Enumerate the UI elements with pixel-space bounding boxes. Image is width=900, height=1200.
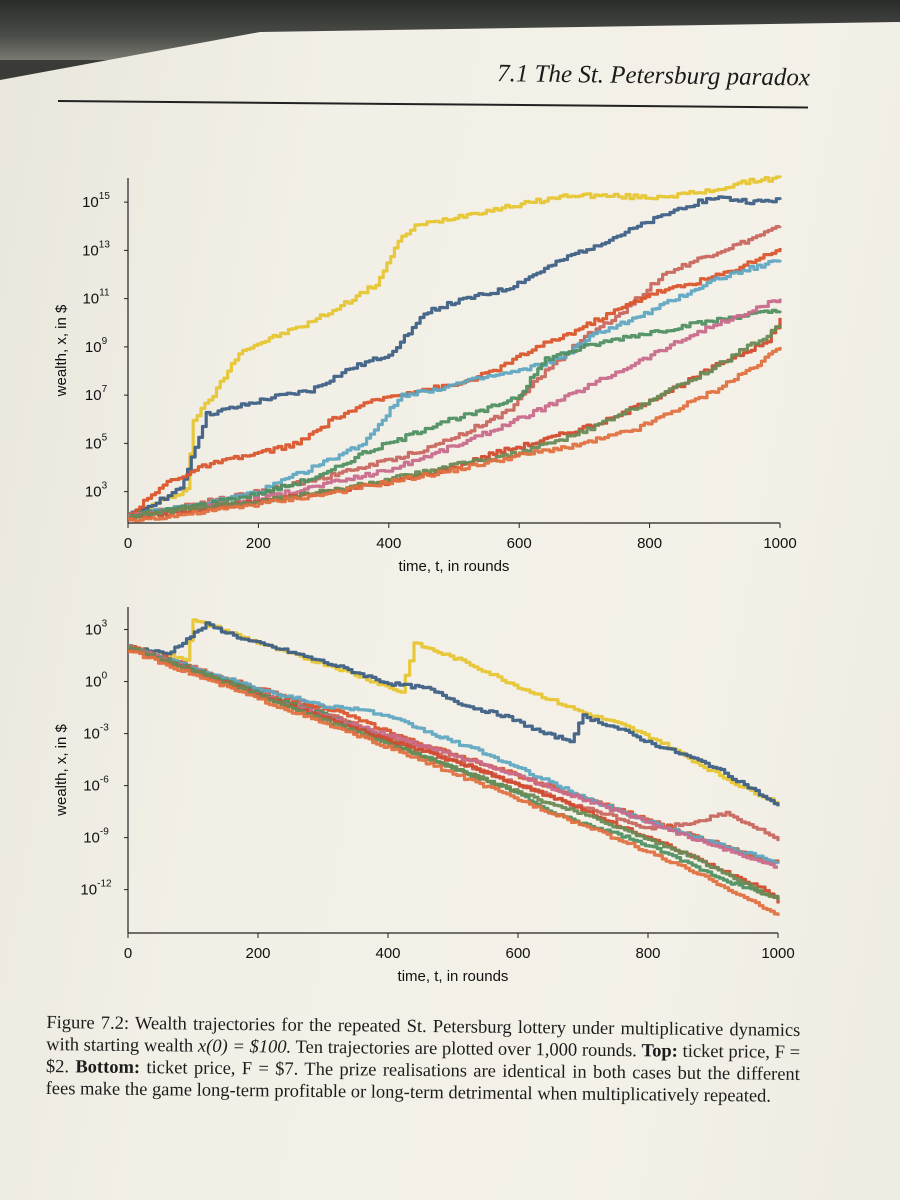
x-axis-title: time, t, in rounds xyxy=(398,968,509,985)
y-axis-title: wealth, x, in $ xyxy=(53,723,70,816)
x-tick-label: 200 xyxy=(245,945,270,962)
series-line-red2 xyxy=(128,346,782,523)
x-tick-label: 0 xyxy=(124,945,132,962)
y-tick-label: 100 xyxy=(85,671,108,691)
x-tick-label: 1000 xyxy=(763,535,796,552)
series-line-yellow xyxy=(128,175,782,520)
x-tick-label: 600 xyxy=(505,945,530,962)
running-head: 7.1 The St. Petersburg paradox xyxy=(496,60,811,92)
series-line-navy xyxy=(128,195,782,516)
x-tick-label: 400 xyxy=(375,945,400,962)
series-line-navy xyxy=(128,621,780,807)
series-line-darkgreen xyxy=(128,325,782,520)
x-tick-label: 400 xyxy=(376,535,401,552)
top-chart: 0 200 400 600 800 1000 103 105 107 109 1011 1013 101… xyxy=(53,175,797,575)
plot-area: 0 200 400 600 800 1000 103 105 107 109 1011 1013 101… xyxy=(53,175,797,575)
x-tick-label: 800 xyxy=(637,535,662,552)
series-line-red2 xyxy=(128,649,780,916)
plot-area: 0 200 400 600 800 1000 103 100 10-3 10-6 10-9 10-12… xyxy=(53,607,795,985)
caption-formula: x(0) = $100. xyxy=(197,1036,292,1058)
caption-bottom-text: ticket price, F = $7. xyxy=(146,1058,299,1080)
bottom-chart: 0 200 400 600 800 1000 103 100 10-3 10-6 10-9 10-12… xyxy=(53,607,795,985)
series-line-orange xyxy=(128,248,782,517)
caption-bottom-label: Bottom: xyxy=(75,1057,141,1079)
caption-label: Figure 7.2: xyxy=(46,1013,130,1034)
y-tick-label: 107 xyxy=(85,384,108,404)
y-tick-label: 105 xyxy=(85,432,108,452)
figure-caption: Figure 7.2: Wealth trajectories for the … xyxy=(46,1012,801,1108)
y-tick-label: 109 xyxy=(85,336,108,356)
y-tick-label: 1013 xyxy=(82,239,110,259)
book-page xyxy=(0,22,900,1200)
y-tick-label: 103 xyxy=(85,619,108,639)
x-axis-title: time, t, in rounds xyxy=(399,558,510,575)
x-tick-label: 0 xyxy=(124,535,132,552)
y-tick-label: 1011 xyxy=(82,288,110,308)
caption-text-2: Ten trajectories are plotted over 1,000 … xyxy=(295,1037,637,1062)
caption-top-label: Top: xyxy=(641,1041,679,1062)
y-tick-label: 1015 xyxy=(82,191,110,211)
series-line-rose xyxy=(128,645,780,842)
y-tick-label: 10-3 xyxy=(83,723,109,743)
x-tick-label: 200 xyxy=(246,535,271,552)
y-axis-title: wealth, x, in $ xyxy=(53,304,70,397)
x-tick-label: 1000 xyxy=(761,945,794,962)
y-tick-label: 10-9 xyxy=(83,827,109,847)
series-line-lightblue xyxy=(128,259,782,519)
y-tick-label: 10-12 xyxy=(80,879,112,899)
y-tick-label: 10-6 xyxy=(83,775,109,795)
y-tick-label: 103 xyxy=(85,481,108,501)
x-tick-label: 800 xyxy=(635,945,660,962)
x-tick-label: 600 xyxy=(507,535,532,552)
series-line-green xyxy=(128,308,782,519)
